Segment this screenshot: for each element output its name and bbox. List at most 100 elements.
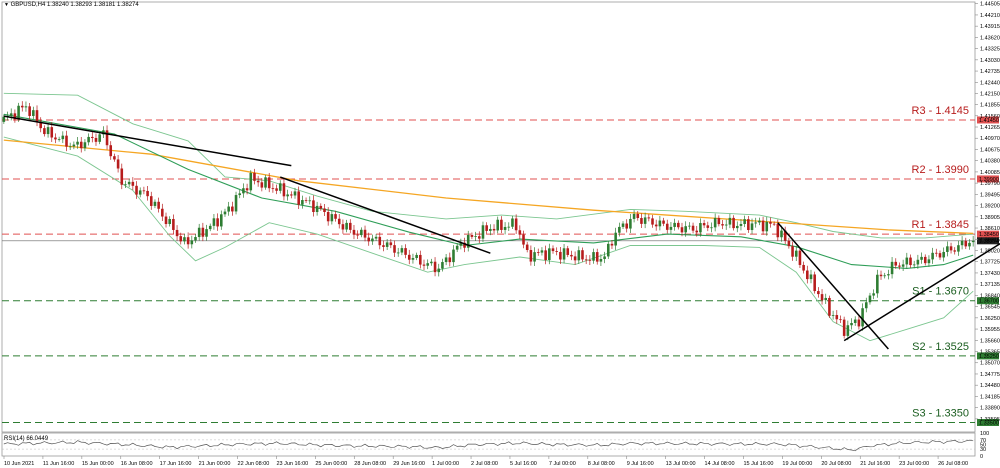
candle-body [227,206,230,212]
candle-body [452,249,455,263]
level-label: R2 - 1.3990 [912,164,969,176]
candle-body [127,181,131,185]
candle-body [857,319,861,327]
level-label: R3 - 1.4145 [912,105,969,117]
candle-body [618,226,621,233]
candle-body [278,183,282,191]
candle-body [466,234,470,248]
candle-body [931,252,934,260]
price-tick-label: 1.39790 [980,181,1000,187]
collapse-triangle-icon[interactable]: ▼ [4,2,9,8]
candle-body [260,182,264,188]
candle-body [138,190,142,195]
trendline [777,222,889,350]
candle-body [806,270,809,280]
price-tick-label: 1.44505 [980,2,1000,8]
candle-body [772,223,776,225]
candle-body [898,265,901,267]
level-price-tag [977,116,999,124]
candle-body [13,113,17,120]
candle-body [400,248,404,253]
candle-body [522,234,525,245]
candle-body [861,308,864,327]
candle-body [83,142,87,149]
candle-body [787,240,791,247]
price-tick-label: 1.39200 [980,204,1000,210]
candle-body [249,172,253,191]
price-tick-label: 1.36840 [980,293,1000,299]
level-label: S3 - 1.3350 [912,407,969,419]
candle-body [24,106,28,108]
price-tick-label: 1.43030 [980,58,1000,64]
candle-body [540,250,544,253]
candle-body [186,237,190,245]
candle-body [374,236,378,239]
candle-body [525,244,529,250]
candle-body [9,113,13,116]
candle-body [599,259,603,262]
candle-body [352,229,356,235]
candle-body [345,222,348,230]
chart-title: GBPUSD,H4 1.38240 1.38293 1.38181 1.3827… [10,2,139,8]
time-tick-label: 15 Jul 16:00 [743,461,773,467]
level-price-tag-text: 1.33500 [979,420,999,426]
candle-body [201,227,205,237]
candle-body [393,245,396,253]
candle-body [581,250,584,260]
price-tick-label: 1.38020 [980,248,1000,254]
candle-body [164,216,168,225]
price-tick-label: 1.43620 [980,35,1000,41]
candle-body [419,254,422,265]
candle-body [901,264,905,267]
price-tick-label: 1.34185 [980,394,1000,400]
candle-body [923,256,927,264]
candle-body [629,218,632,229]
candle-body [98,134,101,142]
moving-average-fast [3,113,974,269]
candle-body [643,217,647,224]
candle-body [330,214,334,222]
time-tick-label: 23 Jul 00:00 [899,461,929,467]
candle-body [312,200,315,213]
candle-body [710,227,713,229]
candle-body [747,219,750,231]
candle-body [783,230,787,241]
candle-body [105,130,109,146]
time-tick-label: 19 Jul 00:00 [782,461,812,467]
candle-body [584,259,588,261]
candle-body [197,227,201,238]
candle-body [820,294,824,301]
candle-body [887,274,890,276]
time-tick-label: 17 Jun 16:00 [160,461,192,467]
candle-body [489,228,492,231]
candle-body [647,217,651,219]
candle-body [511,218,514,227]
candle-body [614,232,617,246]
candle-body [673,222,676,227]
candle-body [286,194,289,197]
candle-body [732,217,735,229]
price-tick-label: 1.39495 [980,192,1000,198]
candle-body [739,223,743,226]
candle-body [765,221,769,232]
candle-body [256,180,260,183]
candle-body [301,200,304,205]
candle-body [378,236,382,246]
candle-body [426,263,429,266]
candle-body [846,325,850,336]
rsi-header: RSI(14) 66.0449 [4,436,48,442]
candle-body [76,141,79,145]
candle-body [588,259,592,261]
candle-body [2,116,6,122]
candle-body [94,137,98,142]
candle-body [17,105,20,120]
candle-body [161,208,164,217]
candle-body [864,302,868,309]
candle-body [544,250,547,261]
candle-body [441,262,444,269]
time-tick-label: 5 Jul 16:00 [510,461,537,467]
time-tick-label: 9 Jul 16:00 [627,461,654,467]
time-tick-label: 23 Jun 16:00 [276,461,308,467]
candle-body [389,242,393,246]
